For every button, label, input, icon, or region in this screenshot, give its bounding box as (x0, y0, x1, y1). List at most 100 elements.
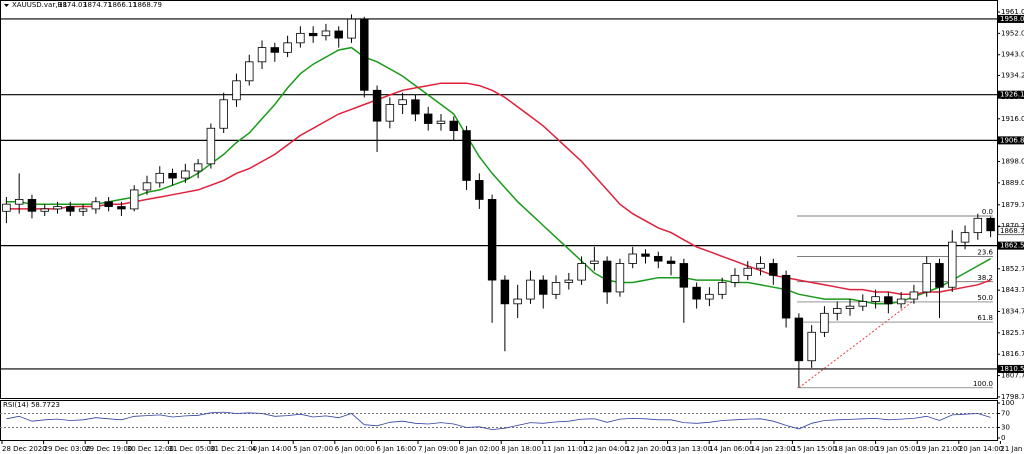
candle-body (641, 253, 650, 257)
candle-body (794, 317, 804, 362)
candle-body (832, 308, 842, 314)
rsi-tick-label: 100 (1001, 399, 1014, 407)
y-tick-label: 1943.00 (1001, 51, 1024, 59)
candle-body (232, 80, 241, 101)
candle-body (654, 255, 663, 262)
candle-body (513, 298, 522, 305)
candle-body (487, 199, 497, 281)
candle-body (871, 296, 880, 302)
candle-body (206, 127, 216, 165)
x-tick-label: 29 Dec 03:00 (44, 445, 91, 453)
header-low: 1866.11 (108, 1, 137, 9)
y-tick-label: 1798.75 (1001, 393, 1024, 401)
candle-body (500, 279, 510, 305)
candle-body (628, 253, 637, 264)
y-tick-label: 1898.00 (1001, 157, 1024, 165)
x-tick-label: 19 Jan 05:00 (876, 445, 920, 453)
x-tick-label: 8 Jan 02:00 (460, 445, 500, 453)
x-tick-label: 13 Jan 13:00 (668, 445, 712, 453)
candle-body (909, 291, 919, 300)
candle-body (334, 30, 343, 39)
candle-body (475, 180, 484, 200)
candle-body (423, 113, 433, 124)
x-tick-label: 6 Jan 16:00 (376, 445, 416, 453)
candle-body (245, 61, 254, 82)
candle-body (986, 217, 995, 232)
candle-body (679, 263, 689, 288)
price-label-box (997, 226, 1024, 236)
y-tick-label: 1870.75 (1001, 222, 1024, 230)
y-tick-label: 1934.25 (1001, 71, 1024, 79)
candle-body (296, 32, 305, 44)
candle-body (462, 130, 471, 181)
x-tick-label: 14 Jan 06:00 (709, 445, 753, 453)
level-label: 1906.89 (1000, 136, 1024, 144)
y-tick-label: 1916.00 (1001, 115, 1024, 123)
rsi-title: RSI(14) 58.7723 (3, 401, 60, 409)
x-tick-label: 31 Dec 21:00 (210, 445, 257, 453)
candle-body (935, 263, 944, 288)
x-tick-label: 5 Jan 07:00 (293, 445, 333, 453)
y-tick-label: 1816.75 (1001, 350, 1024, 358)
fib-label: 0.0 (982, 208, 993, 216)
x-tick-label: 30 Dec 12:00 (127, 445, 174, 453)
y-tick-label: 1843.75 (1001, 286, 1024, 294)
y-tick-label: 1825.75 (1001, 329, 1024, 337)
x-tick-label: 8 Jan 18:00 (501, 445, 541, 453)
level-label-box (998, 14, 1024, 23)
candle-body (449, 120, 458, 132)
candle-body (40, 208, 49, 212)
candle-body (743, 267, 752, 276)
candle-body (845, 305, 855, 309)
y-tick-label: 1879.75 (1001, 201, 1024, 209)
candle-body (66, 206, 75, 212)
rsi-panel (0, 400, 998, 441)
candle-body (602, 260, 612, 293)
candle-body (129, 189, 139, 210)
candle-body (858, 301, 868, 307)
x-tick-label: 29 Dec 19:00 (85, 445, 132, 453)
rsi-tick-label: 0 (1001, 434, 1005, 442)
level-label-box (998, 241, 1024, 250)
main-panel (0, 0, 998, 399)
x-tick-label: 21 Jan 07:00 (1000, 445, 1024, 453)
candle-body (884, 296, 893, 305)
candle-body (577, 263, 586, 281)
level-label: 1958.08 (1000, 15, 1024, 23)
level-label-box (998, 364, 1024, 373)
x-tick-label: 18 Jan 08:00 (834, 445, 878, 453)
fib-label: 61.8 (977, 314, 993, 322)
candle-body (2, 203, 11, 212)
y-tick-label: 1807.75 (1001, 372, 1024, 380)
candle-body (769, 263, 778, 276)
fib-label: 38.2 (977, 274, 993, 282)
candle-body (78, 208, 88, 212)
candle-body (53, 206, 62, 210)
fib-label: 50.0 (977, 294, 993, 302)
y-tick-label: 1889.00 (1001, 179, 1024, 187)
candle-body (539, 279, 548, 295)
x-tick-label: 14 Jan 23:00 (751, 445, 795, 453)
level-label-box (998, 90, 1024, 99)
rsi-tick-label: 70 (1001, 410, 1010, 418)
candle-body (615, 263, 625, 293)
x-tick-label: 19 Jan 21:00 (917, 445, 961, 453)
candle-body (360, 18, 369, 91)
x-tick-label: 6 Jan 00:00 (335, 445, 375, 453)
x-tick-label: 31 Dec 05:00 (168, 445, 215, 453)
candle-body (411, 99, 420, 115)
candle-body (666, 260, 676, 264)
candle-body (257, 47, 267, 63)
candle-body (155, 172, 165, 184)
x-tick-label: 15 Jan 15:00 (792, 445, 836, 453)
candle-body (807, 331, 816, 362)
candle-body (960, 232, 970, 243)
x-tick-label: 28 Dec 2020 (2, 445, 47, 453)
candle-body (193, 163, 203, 172)
candle-body (347, 18, 356, 39)
candle-body (436, 120, 446, 124)
menu-arrow[interactable] (4, 4, 9, 7)
x-tick-label: 4 Jan 14:00 (252, 445, 292, 453)
candle-body (321, 30, 331, 37)
